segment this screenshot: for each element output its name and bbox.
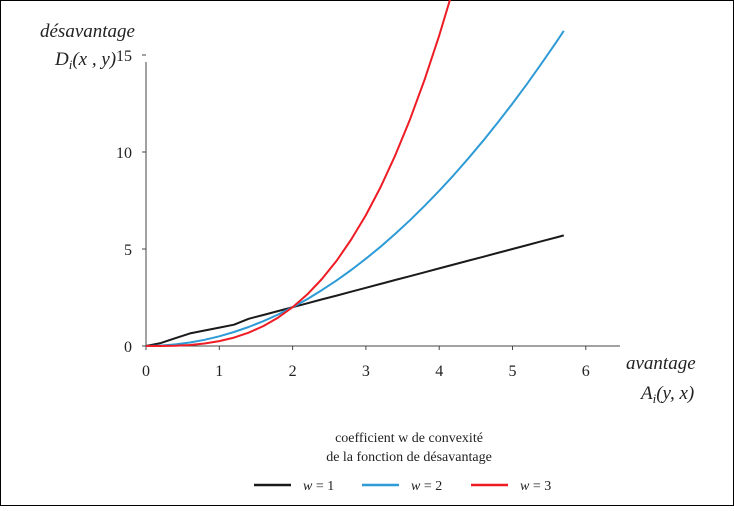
- legend-label-w3: w = 3: [520, 479, 551, 494]
- y-axis-title-line1: désavantage: [40, 21, 135, 42]
- axes: [142, 54, 620, 350]
- y-axis-title-line2: Di(x , y): [54, 49, 116, 72]
- legend-title-line2: de la fonction de désavantage: [326, 450, 492, 465]
- x-axis-title-line2: Ai(y, x): [639, 383, 694, 406]
- tick-labels: 01234560510152025: [116, 48, 590, 380]
- legend-title-line1: coefficient w de convexité: [335, 431, 483, 446]
- x-tick-label: 2: [289, 363, 297, 380]
- y-axis-symbol: D: [54, 49, 69, 70]
- series-line-w2: [145, 30, 565, 347]
- x-axis-title-line1: avantage: [626, 353, 696, 374]
- x-tick-label: 3: [362, 363, 370, 380]
- x-axis-subscript: i: [653, 391, 657, 406]
- legend-label-w1: w = 1: [303, 479, 334, 494]
- legend: coefficient w de convexité de la fonctio…: [254, 431, 551, 494]
- legend-items: w = 1 w = 2 w = 3: [254, 479, 551, 494]
- y-tick-label: 10: [116, 145, 132, 162]
- x-tick-label: 6: [582, 363, 590, 380]
- x-axis-args: (y, x): [656, 383, 694, 404]
- legend-label-w2: w = 2: [411, 479, 442, 494]
- y-tick-label: 0: [124, 339, 132, 356]
- x-tick-label: 4: [435, 363, 443, 380]
- x-tick-label: 0: [142, 363, 150, 380]
- y-axis-subscript: i: [69, 57, 73, 72]
- x-tick-label: 5: [509, 363, 517, 380]
- plot-area: [145, 0, 565, 347]
- series-line-w1: [145, 234, 565, 347]
- y-tick-label: 15: [116, 48, 132, 65]
- y-axis-args: (x , y): [72, 49, 116, 70]
- series-line-w3: [146, 0, 451, 347]
- y-tick-label: 5: [124, 242, 132, 259]
- x-axis-symbol: A: [639, 383, 653, 404]
- x-tick-label: 1: [215, 363, 223, 380]
